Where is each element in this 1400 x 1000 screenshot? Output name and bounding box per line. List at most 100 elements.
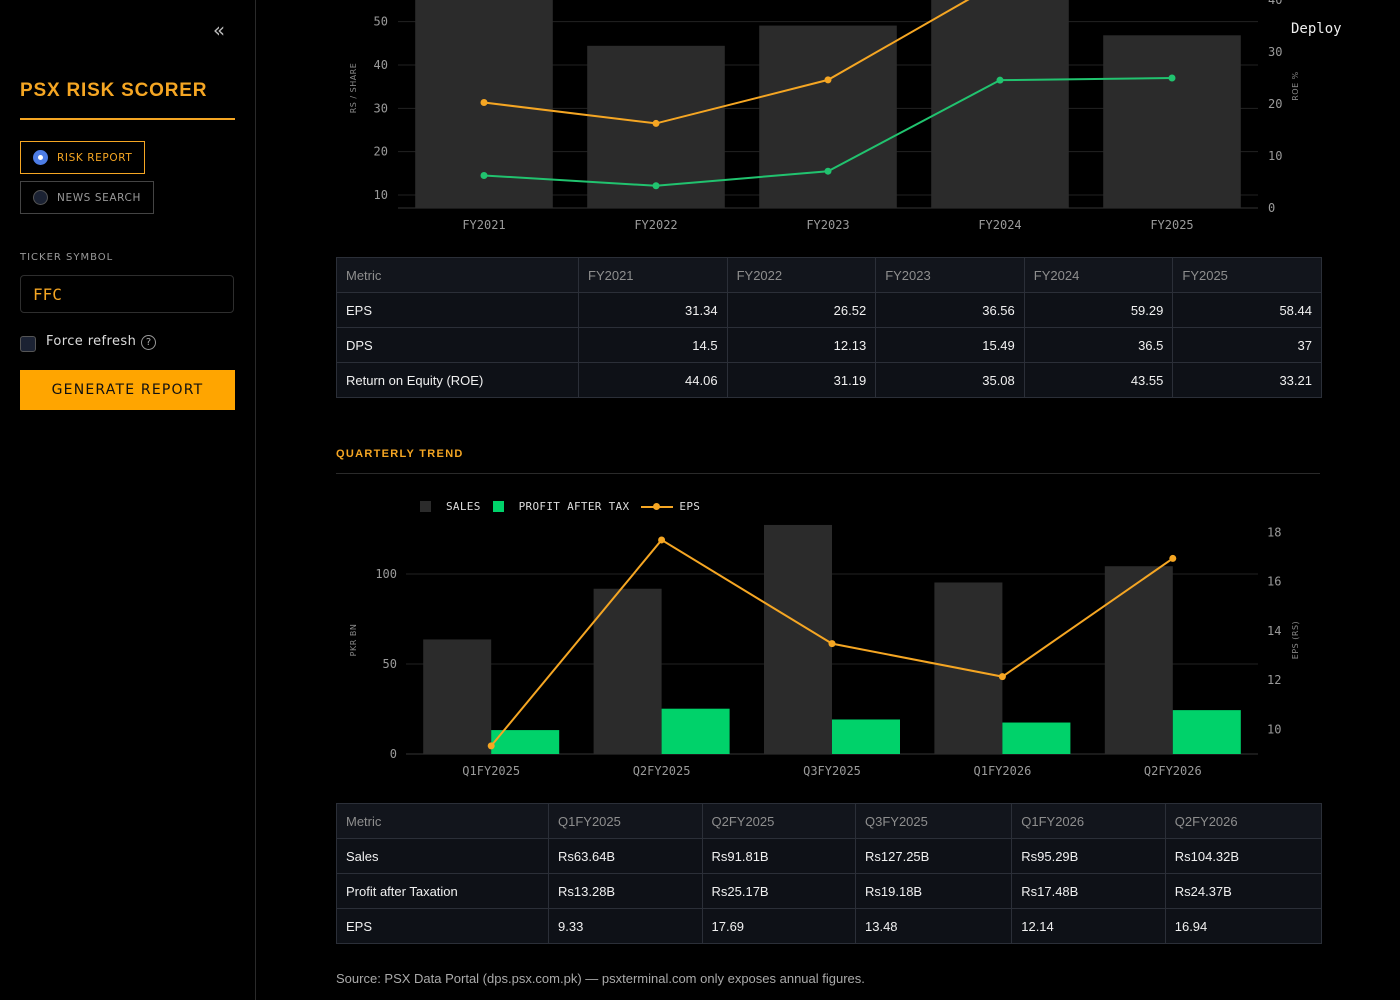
app-title: PSX RISK SCORER <box>20 80 208 101</box>
sidebar: « PSX RISK SCORER RISK REPORT NEWS SEARC… <box>0 0 256 1000</box>
help-icon[interactable]: ? <box>141 335 156 350</box>
y-tick-label: 0 <box>390 747 397 761</box>
radio-selected-icon <box>33 150 48 165</box>
y2-tick-label: 18 <box>1267 525 1281 539</box>
quarterly-table: Metric Q1FY2025 Q2FY2025 Q3FY2025 Q1FY20… <box>336 803 1323 944</box>
legend-item-profit[interactable]: PROFIT AFTER TAX <box>492 500 630 513</box>
y-axis-title: PKR BN <box>349 624 358 657</box>
roe-bar <box>931 0 1069 208</box>
dps-line-point <box>996 76 1004 84</box>
table-row: DPS 14.5 12.13 15.49 36.5 37 <box>336 327 1322 363</box>
sales-bar <box>934 582 1003 754</box>
metric-cell: EPS <box>336 908 549 944</box>
eps-point <box>487 742 495 750</box>
eps-line-point <box>824 76 832 84</box>
value-cell: 14.5 <box>578 327 728 363</box>
x-tick-label: Q1FY2026 <box>974 764 1032 778</box>
annual-chart: 10 20 30 40 50 0 10 20 30 40 FY2021 FY2022 FY2023 FY2… <box>349 0 1300 232</box>
legend-label: PROFIT AFTER TAX <box>518 500 630 513</box>
table-header-row: Metric Q1FY2025 Q2FY2025 Q3FY2025 Q1FY20… <box>336 803 1323 839</box>
force-refresh-checkbox[interactable] <box>20 336 36 352</box>
dps-line-point <box>824 167 832 175</box>
nav-risk-report-label: RISK REPORT <box>57 151 133 164</box>
y-tick-label: 40 <box>374 58 388 72</box>
metric-cell: Sales <box>336 838 549 874</box>
quarterly-section-title: QUARTERLY TREND <box>336 448 464 460</box>
generate-report-button[interactable]: GENERATE REPORT <box>20 370 235 410</box>
y2-tick-label: 14 <box>1267 624 1281 638</box>
eps-line-point <box>480 99 488 107</box>
column-header: FY2025 <box>1172 257 1322 293</box>
legend-item-sales[interactable]: SALES <box>420 500 481 513</box>
value-cell: 44.06 <box>578 362 728 398</box>
roe-bar <box>759 25 897 208</box>
y-tick-label: 10 <box>374 188 388 202</box>
value-cell: Rs25.17B <box>701 873 856 909</box>
eps-point <box>998 673 1006 681</box>
y-tick-label: 100 <box>375 567 397 581</box>
sales-bar <box>423 639 492 754</box>
value-cell: Rs19.18B <box>854 873 1013 909</box>
collapse-sidebar-icon[interactable]: « <box>212 18 226 42</box>
eps-point <box>1169 554 1177 562</box>
column-header: Q3FY2025 <box>854 803 1013 839</box>
column-header: Q1FY2025 <box>548 803 703 839</box>
profit-bar <box>1002 722 1071 754</box>
quarterly-legend: SALES PROFIT AFTER TAX EPS <box>420 500 712 513</box>
value-cell: 33.21 <box>1172 362 1322 398</box>
x-tick-label: Q3FY2025 <box>803 764 861 778</box>
value-cell: 26.52 <box>726 292 877 328</box>
nav-news-search-label: NEWS SEARCH <box>57 191 141 204</box>
radio-unselected-icon <box>33 190 48 205</box>
column-header: Q1FY2026 <box>1011 803 1166 839</box>
value-cell: Rs104.32B <box>1164 838 1323 874</box>
y2-tick-label: 20 <box>1268 97 1282 111</box>
value-cell: 13.48 <box>854 908 1013 944</box>
value-cell: Rs127.25B <box>854 838 1013 874</box>
value-cell: 12.14 <box>1011 908 1166 944</box>
nav-news-search[interactable]: NEWS SEARCH <box>20 181 154 214</box>
sales-bar <box>593 588 662 754</box>
y2-tick-label: 0 <box>1268 201 1275 215</box>
column-header: FY2021 <box>578 257 728 293</box>
x-tick-label: FY2024 <box>978 218 1021 232</box>
y-tick-label: 50 <box>383 657 397 671</box>
nav-risk-report[interactable]: RISK REPORT <box>20 141 146 174</box>
quarterly-chart: 0 50 100 10 12 14 16 18 Q1FY2025 Q2FY2025 Q3FY2025… <box>349 524 1300 778</box>
value-cell: Rs13.28B <box>548 873 703 909</box>
y2-axis-title: ROE % <box>1291 71 1300 101</box>
ticker-input[interactable] <box>20 275 234 313</box>
dps-line-point <box>652 182 660 190</box>
eps-point <box>828 640 836 648</box>
y2-axis-title: EPS (RS) <box>1291 621 1300 659</box>
value-cell: 58.44 <box>1172 292 1322 328</box>
table-row: Profit after Taxation Rs13.28B Rs25.17B … <box>336 873 1323 909</box>
column-header: FY2023 <box>875 257 1025 293</box>
x-tick-label: Q1FY2025 <box>462 764 520 778</box>
value-cell: 31.19 <box>726 362 877 398</box>
eps-line-point <box>652 119 660 127</box>
table-row: Return on Equity (ROE) 44.06 31.19 35.08… <box>336 362 1322 398</box>
x-tick-label: FY2021 <box>462 218 505 232</box>
table-row: EPS 9.33 17.69 13.48 12.14 16.94 <box>336 908 1323 944</box>
legend-label: SALES <box>446 500 481 513</box>
deploy-button[interactable]: Deploy <box>1291 21 1342 37</box>
ticker-label: TICKER SYMBOL <box>20 252 114 263</box>
value-cell: 16.94 <box>1164 908 1323 944</box>
table-row: EPS 31.34 26.52 36.56 59.29 58.44 <box>336 292 1322 328</box>
column-header: FY2024 <box>1023 257 1174 293</box>
value-cell: 12.13 <box>726 327 877 363</box>
y2-tick-label: 12 <box>1267 673 1281 687</box>
y-tick-label: 30 <box>374 101 388 115</box>
legend-item-eps[interactable]: EPS <box>641 500 700 513</box>
dps-line-point <box>480 172 488 179</box>
value-cell: Rs24.37B <box>1164 873 1323 909</box>
value-cell: 15.49 <box>875 327 1025 363</box>
value-cell: 36.5 <box>1023 327 1174 363</box>
y-tick-label: 20 <box>374 145 388 159</box>
source-note: Source: PSX Data Portal (dps.psx.com.pk)… <box>336 971 865 986</box>
y2-tick-label: 16 <box>1267 575 1281 589</box>
column-header: Metric <box>336 803 549 839</box>
y-tick-label: 50 <box>374 15 388 29</box>
column-header: Q2FY2026 <box>1164 803 1323 839</box>
